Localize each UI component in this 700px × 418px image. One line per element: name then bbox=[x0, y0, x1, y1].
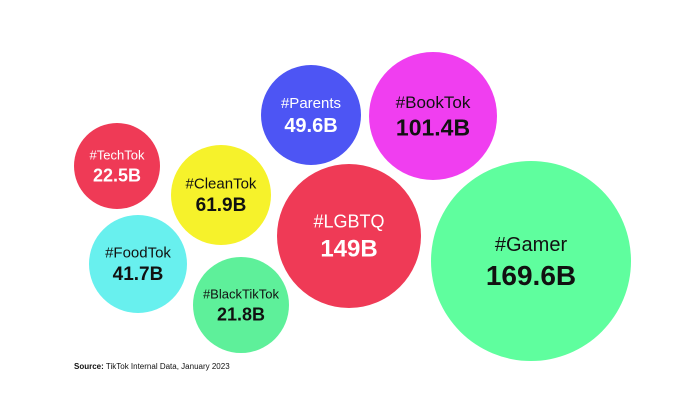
bubble-parents: #Parents 49.6B bbox=[261, 65, 361, 165]
bubble-circle bbox=[74, 123, 160, 209]
bubble-circle bbox=[89, 215, 187, 313]
bubble-circle bbox=[171, 145, 271, 245]
bubble-category-label: #BookTok bbox=[396, 93, 471, 112]
bubble-lgbtq: #LGBTQ 149B bbox=[277, 164, 421, 308]
source-note: Source: TikTok Internal Data, January 20… bbox=[74, 362, 230, 371]
bubble-foodtok: #FoodTok 41.7B bbox=[89, 215, 187, 313]
bubble-value-label: 22.5B bbox=[93, 165, 141, 185]
bubble-value-label: 149B bbox=[320, 235, 377, 262]
bubble-category-label: #TechTok bbox=[90, 148, 145, 163]
bubble-gamer: #Gamer 169.6B bbox=[431, 161, 631, 361]
bubble-circle bbox=[431, 161, 631, 361]
bubble-blacktiktok: #BlackTikTok 21.8B bbox=[193, 257, 289, 353]
bubble-value-label: 49.6B bbox=[284, 115, 337, 137]
bubble-value-label: 101.4B bbox=[396, 115, 470, 141]
bubble-value-label: 21.8B bbox=[217, 304, 265, 324]
bubble-circle bbox=[193, 257, 289, 353]
bubble-circle bbox=[277, 164, 421, 308]
bubble-category-label: #Parents bbox=[281, 95, 341, 112]
bubble-category-label: #BlackTikTok bbox=[203, 287, 280, 302]
bubble-techtok: #TechTok 22.5B bbox=[74, 123, 160, 209]
bubble-category-label: #LGBTQ bbox=[313, 212, 384, 232]
source-text: TikTok Internal Data, January 2023 bbox=[103, 362, 230, 371]
bubble-circle bbox=[261, 65, 361, 165]
bubble-category-label: #FoodTok bbox=[105, 244, 171, 261]
source-label: Source: bbox=[74, 362, 104, 371]
bubble-value-label: 169.6B bbox=[486, 260, 576, 291]
bubble-value-label: 61.9B bbox=[196, 195, 247, 216]
bubble-value-label: 41.7B bbox=[113, 264, 164, 285]
bubble-circle bbox=[369, 52, 497, 180]
bubble-category-label: #Gamer bbox=[495, 234, 568, 256]
bubble-category-label: #CleanTok bbox=[186, 175, 257, 192]
bubble-booktok: #BookTok 101.4B bbox=[369, 52, 497, 180]
bubble-cleantok: #CleanTok 61.9B bbox=[171, 145, 271, 245]
